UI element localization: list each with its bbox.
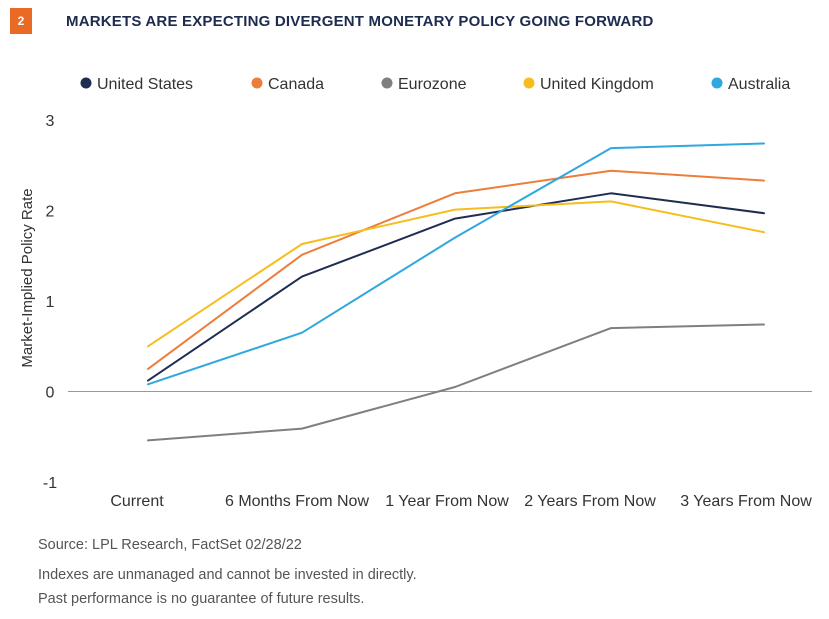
x-tick-label: Current — [110, 493, 164, 510]
series-line-canada — [147, 169, 765, 370]
x-tick-label: 1 Year From Now — [385, 493, 509, 510]
legend-label: Canada — [268, 76, 324, 93]
legend-item: United Kingdom — [523, 76, 654, 93]
legend-marker — [80, 77, 92, 89]
series-line-united-kingdom — [147, 200, 765, 348]
series-lines — [147, 142, 765, 442]
series-line-united-states — [147, 192, 765, 382]
y-tick-label: 0 — [46, 385, 55, 402]
x-tick-label: 6 Months From Now — [225, 493, 369, 510]
y-tick-label: 2 — [46, 204, 55, 221]
disclaimer-index: Indexes are unmanaged and cannot be inve… — [38, 567, 417, 583]
legend-label: United Kingdom — [540, 76, 654, 93]
y-tick-label: 1 — [46, 294, 55, 311]
legend-item: Canada — [251, 76, 324, 93]
x-tick-label: 3 Years From Now — [680, 493, 812, 510]
legend-label: Australia — [728, 76, 790, 93]
legend: United States Canada Eurozone United Kingdo… — [80, 76, 790, 93]
legend-label: United States — [97, 76, 193, 93]
chart-title: MARKETS ARE EXPECTING DIVERGENT MONETARY… — [66, 13, 654, 30]
y-tick-label: -1 — [43, 475, 57, 492]
y-axis-ticks: -1 0 1 2 3 — [43, 113, 57, 492]
series-line-eurozone — [147, 323, 765, 442]
x-axis-ticks: Current 6 Months From Now 1 Year From Now 2… — [110, 493, 812, 510]
source-note: Source: LPL Research, FactSet 02/28/22 — [38, 537, 302, 553]
legend-marker — [381, 77, 393, 89]
y-tick-label: 3 — [46, 113, 55, 130]
legend-marker — [251, 77, 263, 89]
y-axis-label: Market-Implied Policy Rate — [19, 188, 36, 367]
legend-item: United States — [80, 76, 193, 93]
disclaimer-performance: Past performance is no guarantee of futu… — [38, 591, 365, 607]
x-tick-label: 2 Years From Now — [524, 493, 656, 510]
legend-marker — [523, 77, 535, 89]
legend-label: Eurozone — [398, 76, 467, 93]
legend-item: Australia — [711, 76, 790, 93]
figure-number-badge: 2 — [10, 8, 32, 34]
legend-marker — [711, 77, 723, 89]
series-line-australia — [147, 142, 765, 386]
legend-item: Eurozone — [381, 76, 467, 93]
